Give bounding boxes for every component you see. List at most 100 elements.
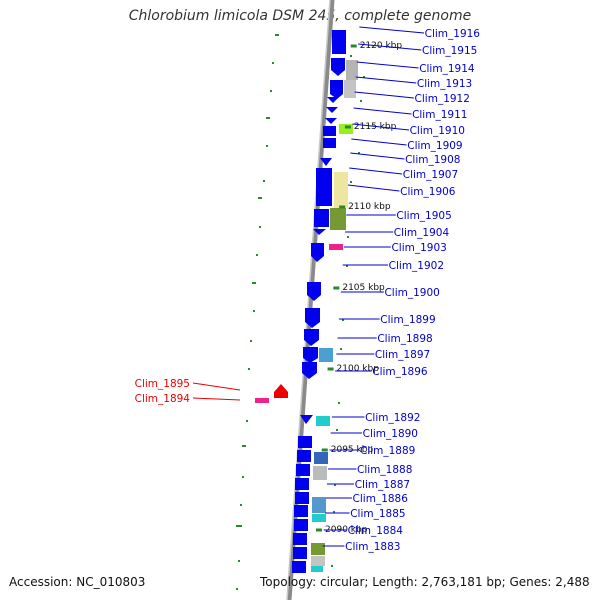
cog-box: [314, 452, 328, 464]
gene-label[interactable]: Clim_1913: [417, 78, 472, 90]
gene-arrow: [327, 97, 339, 103]
gene-label[interactable]: Clim_1910: [410, 125, 465, 137]
label-leader-line-reverse: [192, 382, 241, 391]
cog-box: [346, 60, 358, 80]
gene-label-reverse[interactable]: Clim_1895: [135, 378, 190, 390]
gene-arrow: [325, 118, 337, 124]
label-leader-line: [352, 123, 410, 131]
gene-label[interactable]: Clim_1906: [400, 186, 456, 198]
kbp-tick: [327, 367, 334, 371]
forward-gene-labels: Clim_1916 Clim_1915 Clim_1914 Clim_1913 Clim…: [322, 26, 481, 553]
gene-block: [292, 561, 306, 573]
gene-label[interactable]: Clim_1887: [355, 479, 410, 491]
gene-block: [298, 436, 312, 448]
cog-box: [334, 172, 348, 208]
gene-label[interactable]: Clim_1883: [345, 541, 400, 553]
gene-block: [316, 168, 332, 206]
label-leader-line: [355, 76, 417, 84]
gene-arrow: [305, 308, 320, 328]
label-leader-line: [351, 138, 407, 146]
gene-label[interactable]: Clim_1898: [377, 333, 432, 345]
topology-text: Topology: circular; Length: 2,763,181 bp…: [260, 575, 590, 589]
gene-label[interactable]: Clim_1903: [391, 242, 446, 254]
gene-label[interactable]: Clim_1884: [348, 525, 404, 537]
forward-genes: [292, 30, 346, 573]
kbp-tick: [333, 286, 340, 290]
gene-block: [294, 519, 308, 531]
gene-label[interactable]: Clim_1911: [412, 109, 467, 121]
gene-label-reverse[interactable]: Clim_1894: [135, 393, 191, 405]
kbp-label: 2100 kbp: [337, 364, 380, 374]
gene-label[interactable]: Clim_1914: [419, 63, 475, 75]
cog-color-boxes: [311, 60, 358, 572]
reverse-genes: [255, 384, 288, 403]
gene-block: [323, 138, 336, 148]
gene-label[interactable]: Clim_1915: [422, 45, 477, 57]
kbp-tick: [344, 125, 351, 129]
gene-label[interactable]: Clim_1896: [372, 366, 428, 378]
gene-label[interactable]: Clim_1909: [407, 140, 462, 152]
gene-arrow: [307, 282, 321, 301]
label-leader-line: [353, 107, 412, 115]
gene-label[interactable]: Clim_1908: [405, 154, 460, 166]
cog-box: [311, 556, 325, 566]
gene-label[interactable]: Clim_1916: [425, 28, 481, 40]
label-leader-line-reverse: [192, 397, 241, 401]
gene-arrow-reverse: [274, 384, 288, 398]
gene-arrow: [303, 347, 318, 363]
gene-arrow: [311, 243, 324, 262]
gene-label[interactable]: Clim_1904: [394, 227, 450, 239]
gene-label[interactable]: Clim_1897: [375, 349, 430, 361]
gene-label[interactable]: Clim_1912: [415, 93, 470, 105]
gene-label[interactable]: Clim_1885: [350, 508, 405, 520]
kbp-label: 2110 kbp: [348, 202, 391, 212]
gene-label[interactable]: Clim_1900: [384, 287, 439, 299]
gene-block: [294, 505, 308, 517]
kbp-tick: [339, 205, 346, 209]
gene-block: [332, 30, 346, 54]
cog-box: [329, 244, 343, 250]
cog-box: [311, 543, 325, 555]
gene-block: [295, 492, 309, 504]
gene-arrow: [320, 158, 332, 166]
cog-box: [312, 514, 326, 522]
kbp-label: 2105 kbp: [342, 283, 385, 293]
label-leader-line: [347, 184, 400, 192]
gene-label[interactable]: Clim_1892: [365, 412, 420, 424]
cog-box: [312, 497, 326, 513]
gene-label[interactable]: Clim_1907: [403, 169, 458, 181]
gene-label[interactable]: Clim_1889: [360, 445, 415, 457]
gene-arrow: [313, 229, 326, 235]
gene-label[interactable]: Clim_1890: [363, 428, 418, 440]
genome-backbone-highlight: [286, 0, 331, 600]
gene-block: [323, 126, 336, 136]
map-title: Chlorobium limicola DSM 245, complete ge…: [128, 8, 472, 24]
label-leader-line: [349, 167, 403, 175]
kbp-tick: [316, 528, 323, 532]
accession-text: Accession: NC_010803: [9, 575, 146, 589]
gene-label[interactable]: Clim_1902: [389, 260, 444, 272]
cog-box: [313, 466, 327, 480]
gene-block: [295, 478, 309, 490]
label-leader-line: [350, 152, 405, 160]
gene-block: [314, 209, 329, 227]
cog-box: [311, 566, 323, 572]
gene-label[interactable]: Clim_1905: [396, 210, 451, 222]
cog-box: [330, 208, 346, 230]
gene-label[interactable]: Clim_1899: [380, 314, 435, 326]
label-leader-line: [358, 43, 422, 51]
gene-label[interactable]: Clim_1886: [353, 493, 409, 505]
cog-box: [339, 124, 353, 134]
gene-label[interactable]: Clim_1888: [357, 464, 412, 476]
gene-arrow: [300, 415, 313, 424]
gene-arrow: [331, 58, 345, 76]
tick-marks: [236, 34, 365, 590]
gene-block-reverse: [255, 398, 269, 403]
cog-box: [344, 80, 356, 98]
gene-arrow: [326, 107, 338, 113]
gene-block: [293, 547, 307, 559]
kbp-label: 2115 kbp: [354, 122, 397, 132]
gene-block: [296, 464, 310, 476]
gene-block: [293, 533, 307, 545]
